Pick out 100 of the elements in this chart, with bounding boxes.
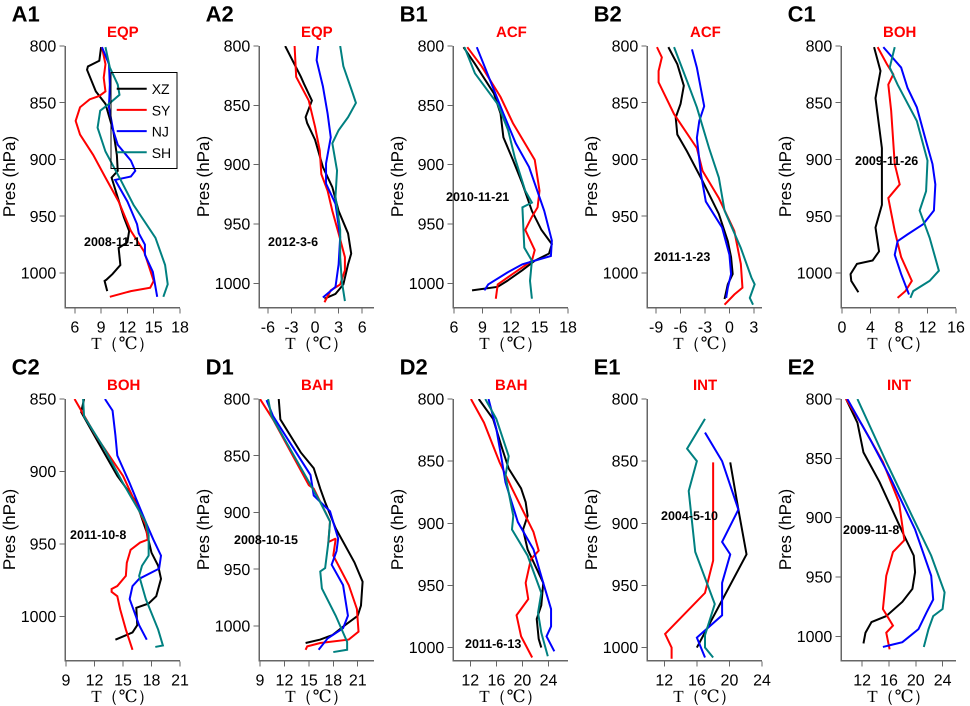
y-tick-label: 800 [612,38,638,56]
x-tick-label: -6 [260,320,276,337]
y-tick-label: 950 [418,578,444,596]
y-tick-label: 900 [418,157,444,174]
y-axis-title: Pres (hPa) [194,488,213,570]
x-tick-label: -3 [698,320,712,337]
y-tick-label: 850 [30,95,56,112]
y-tick-label: 950 [806,208,832,226]
chart-title: C1 [788,1,816,26]
line-series [845,399,916,644]
chart-subtitle: EQP [107,24,139,41]
x-tick-label: 12 [86,672,104,690]
y-tick-label: 1000 [20,266,56,283]
x-tick-label: 16 [947,320,965,337]
x-tick-label: 16 [688,672,706,690]
chart-title: B2 [594,1,622,26]
annotation: 2011-6-13 [465,637,522,651]
y-axis-title: Pres (hPa) [388,136,407,218]
chart-title: D2 [400,354,428,380]
y-tick-label: 950 [224,562,250,579]
x-axis-title: T（℃） [91,334,155,353]
y-tick-label: 1000 [214,618,250,636]
y-tick-label: 800 [224,38,250,56]
x-tick-label: 15 [114,672,132,690]
y-axis-title: Pres (hPa) [776,136,795,218]
x-tick-label: 21 [171,672,189,690]
x-axis-title: T（℃） [91,687,155,706]
x-tick-label: 20 [906,672,925,690]
x-tick-label: 9 [478,320,488,337]
y-tick-label: 1000 [20,609,56,626]
line-series [331,46,357,302]
chart-subtitle: INT [887,377,912,394]
x-tick-label: 0 [310,320,320,337]
y-tick-label: 850 [30,392,56,409]
y-tick-label: 950 [806,570,832,587]
line-series [845,399,906,650]
x-tick-label: 0 [838,320,847,337]
x-tick-label: 12 [918,320,936,337]
x-axis-title: T（℃） [479,687,543,706]
y-axis-title: Pres (hPa) [388,488,407,570]
line-series [656,46,744,306]
x-tick-label: 6 [450,320,459,337]
x-axis-title: T（℃） [285,334,349,353]
y-tick-label: 1000 [602,640,638,658]
chart-subtitle: EQP [301,24,333,41]
annotation: 2011-1-23 [654,250,710,264]
y-tick-label: 850 [224,98,250,115]
x-tick-label: 8 [894,320,904,337]
chart-title: A1 [12,1,40,26]
x-tick-label: 18 [142,672,160,690]
chart-subtitle: BOH [883,24,916,41]
x-tick-label: 24 [540,672,558,690]
x-axis-title: T（℃） [285,687,349,706]
x-tick-label: 3 [334,320,344,337]
legend-label: SY [152,102,172,118]
x-tick-label: 24 [934,672,952,690]
x-tick-label: 12 [276,672,294,690]
y-axis-title: Pres (hPa) [582,136,601,218]
x-tick-label: 20 [514,672,532,690]
y-tick-label: 950 [30,208,56,226]
x-axis-title: T（℃） [867,687,931,706]
x-tick-label: 9 [256,672,265,690]
chart-title: E2 [788,354,815,380]
chart-title: E1 [594,354,621,380]
x-tick-label: 4 [866,320,876,337]
chart-subtitle: BAH [495,377,528,394]
y-tick-label: 900 [30,464,56,482]
y-axis-title: Pres (hPa) [194,136,213,218]
annotation: 2011-10-8 [70,528,126,542]
x-tick-label: 15 [144,320,163,337]
x-tick-label: 6 [358,320,367,337]
y-tick-label: 1000 [796,266,832,283]
y-tick-label: 950 [612,208,638,226]
y-tick-label: 800 [806,38,832,56]
annotation: 2009-11-8 [843,523,900,537]
legend-label: SH [152,144,172,161]
y-tick-label: 850 [418,98,444,115]
y-tick-label: 950 [418,216,444,234]
x-tick-label: 15 [530,320,548,337]
x-tick-label: 15 [300,672,318,690]
y-tick-label: 1000 [408,640,444,658]
x-tick-label: 0 [724,320,734,337]
x-tick-label: -9 [649,320,664,337]
x-tick-label: 18 [171,320,189,337]
y-tick-label: 900 [224,505,250,522]
chart-subtitle: ACF [690,24,721,41]
x-tick-label: 3 [749,320,758,337]
chart-subtitle: ACF [496,24,527,41]
y-tick-label: 950 [224,216,250,234]
chart-subtitle: INT [693,377,718,394]
chart-subtitle: BOH [107,377,140,394]
y-tick-label: 850 [806,450,832,468]
x-axis-title: T（℃） [479,334,543,353]
y-tick-label: 950 [612,578,638,596]
x-tick-label: 21 [348,672,367,690]
y-tick-label: 800 [224,392,250,409]
y-axis-title: Pres (hPa) [0,136,19,218]
x-tick-label: -3 [284,320,299,337]
y-tick-label: 850 [612,454,638,471]
x-tick-label: 18 [324,672,342,690]
